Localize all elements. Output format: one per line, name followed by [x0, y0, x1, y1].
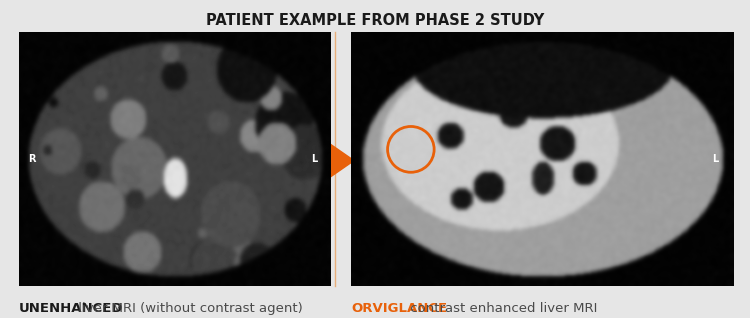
Text: L: L [712, 154, 718, 164]
Text: L: L [311, 154, 317, 164]
Text: R: R [28, 154, 35, 164]
Text: ORVIGLANCE: ORVIGLANCE [351, 302, 447, 315]
Text: contrast enhanced liver MRI: contrast enhanced liver MRI [406, 302, 597, 315]
FancyArrow shape [315, 134, 354, 188]
Text: liver MRI (without contrast agent): liver MRI (without contrast agent) [74, 302, 302, 315]
Text: UNENHANCED: UNENHANCED [19, 302, 123, 315]
Text: PATIENT EXAMPLE FROM PHASE 2 STUDY: PATIENT EXAMPLE FROM PHASE 2 STUDY [206, 13, 544, 28]
